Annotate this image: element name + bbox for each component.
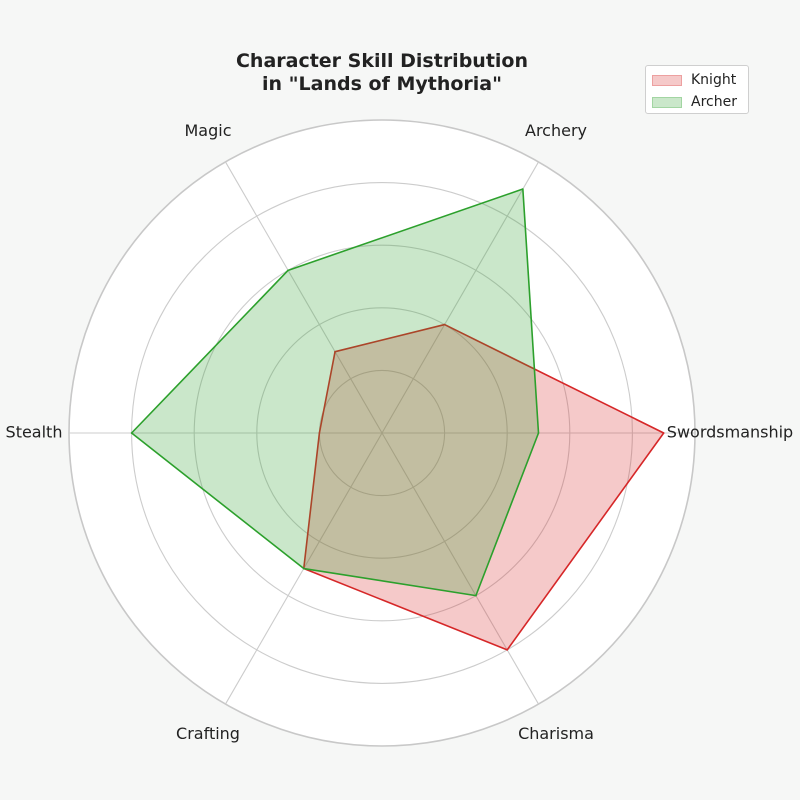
spoke-charisma — [381, 432, 539, 705]
legend-label-knight: Knight — [691, 72, 737, 88]
point-knight-stealth — [318, 432, 321, 434]
point-archer-stealth — [130, 432, 133, 434]
legend: Knight Archer — [645, 65, 749, 114]
axis-label-stealth: Stealth — [6, 423, 63, 442]
legend-item-archer: Archer — [652, 92, 748, 112]
axis-label-charisma: Charisma — [518, 724, 594, 743]
axis-label-crafting: Crafting — [176, 724, 240, 743]
legend-label-archer: Archer — [691, 94, 737, 110]
point-archer-archery — [522, 188, 524, 190]
axis-label-archery: Archery — [525, 121, 587, 140]
chart-title-line-2: in "Lands of Mythoria" — [261, 73, 503, 95]
point-knight-magic — [334, 350, 336, 353]
legend-item-knight: Knight — [652, 70, 748, 90]
point-archer-charisma — [475, 594, 477, 597]
series-layer — [130, 188, 665, 651]
point-archer-magic — [287, 269, 289, 272]
axis-label-magic: Magic — [184, 121, 231, 140]
point-archer-crafting — [302, 567, 305, 570]
grid-layer — [68, 119, 696, 747]
axis-label-layer: Swordsmanship Archery Magic Stealth Crafting… — [6, 121, 794, 743]
legend-swatch-knight — [652, 74, 682, 86]
series-fill-archer — [131, 189, 539, 596]
chart-title: Character Skill Distribution in "Lands o… — [0, 50, 764, 96]
point-knight-charisma — [506, 649, 509, 651]
legend-swatch-archer — [652, 96, 682, 108]
point-knight-archery — [443, 323, 446, 326]
chart-title-line-1: Character Skill Distribution — [235, 50, 529, 72]
point-archer-swordsmanship — [537, 432, 540, 434]
series-fill-knight — [303, 324, 664, 650]
axis-label-swordsmanship: Swordsmanship — [667, 423, 793, 442]
point-knight-swordsmanship — [662, 432, 665, 434]
spoke-magic — [225, 161, 383, 434]
spoke-archery — [381, 161, 539, 434]
